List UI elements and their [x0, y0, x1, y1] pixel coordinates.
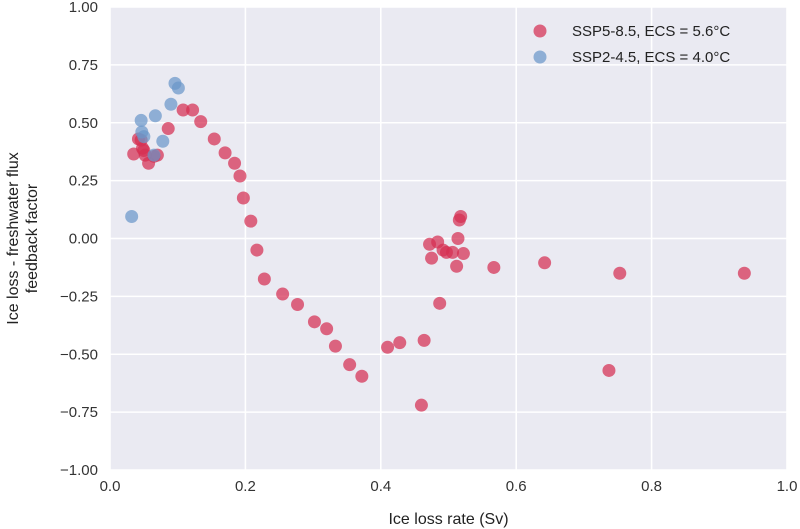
grid-lines: [109, 6, 788, 471]
data-point-series-1: [414, 398, 428, 412]
data-point-series-1: [451, 232, 465, 245]
y-axis-label: Ice loss - freshwater flux feedback facto…: [5, 152, 41, 325]
x-tick-label: 0.8: [641, 478, 662, 495]
x-tick-label: 1.0: [777, 478, 798, 495]
data-point-series-1: [257, 272, 271, 286]
data-point-series-1: [207, 132, 221, 146]
x-axis-label: Ice loss rate (Sv): [388, 511, 508, 528]
x-tick-label: 0.0: [100, 478, 121, 495]
data-point-series-1: [454, 210, 468, 224]
y-axis-ticks: −1.00 −0.75 −0.50 −0.25 0.00 0.25 0.50 0.75 1.00: [60, 0, 98, 479]
y-tick-label: 0.75: [69, 57, 98, 74]
data-point-series-1: [320, 322, 334, 336]
x-tick-label: 0.4: [370, 478, 391, 495]
data-point-series-1: [425, 251, 439, 265]
data-point-series-1: [244, 214, 258, 228]
data-point-series-1: [194, 115, 208, 129]
data-point-series-1: [250, 243, 264, 257]
data-points: [125, 76, 751, 412]
x-tick-label: 0.6: [506, 478, 527, 495]
data-point-series-1: [456, 247, 470, 261]
data-point-series-1: [228, 156, 242, 170]
legend: SSP5-8.5, ECS = 5.6°C SSP2-4.5, ECS = 4.0…: [533, 23, 730, 66]
data-point-series-2: [164, 97, 178, 111]
x-axis-ticks: 0.0 0.2 0.4 0.6 0.8 1.0: [100, 478, 798, 495]
data-point-series-2: [125, 210, 139, 224]
data-point-series-1: [161, 122, 175, 136]
x-tick-label: 0.2: [235, 478, 256, 495]
data-point-series-1: [381, 340, 395, 354]
data-point-series-1: [218, 146, 232, 160]
y-axis-label-line: feedback factor: [24, 183, 41, 293]
data-point-series-2: [147, 148, 161, 162]
data-point-series-1: [186, 103, 200, 117]
data-point-series-1: [538, 256, 552, 270]
legend-marker: [533, 50, 547, 64]
data-point-series-1: [291, 297, 305, 311]
data-point-series-1: [737, 266, 751, 280]
y-tick-label: −1.00: [60, 462, 98, 479]
data-point-series-1: [328, 339, 342, 353]
legend-label: SSP2-4.5, ECS = 4.0°C: [572, 49, 730, 66]
data-point-series-1: [602, 363, 616, 377]
data-point-series-1: [613, 266, 627, 280]
data-point-series-1: [355, 369, 369, 383]
data-point-series-1: [433, 296, 447, 310]
y-axis-label-line: Ice loss - freshwater flux: [5, 152, 22, 325]
data-point-series-2: [134, 113, 148, 127]
data-point-series-2: [148, 109, 162, 123]
y-tick-label: 0.50: [69, 115, 98, 132]
data-point-series-2: [171, 81, 185, 95]
y-tick-label: −0.25: [60, 288, 98, 305]
data-point-series-1: [233, 169, 247, 183]
data-point-series-1: [276, 287, 290, 301]
data-point-series-1: [487, 260, 501, 274]
data-point-series-2: [156, 134, 170, 148]
y-tick-label: −0.50: [60, 346, 98, 363]
data-point-series-1: [236, 191, 250, 205]
data-point-series-1: [307, 315, 321, 329]
legend-marker: [533, 24, 547, 38]
data-point-series-2: [137, 130, 151, 144]
data-point-series-1: [393, 336, 407, 350]
y-tick-label: −0.75: [60, 404, 98, 421]
data-point-series-1: [417, 333, 431, 347]
data-point-series-1: [343, 358, 357, 372]
y-tick-label: 0.25: [69, 173, 98, 190]
y-tick-label: 1.00: [69, 0, 98, 16]
data-point-series-1: [176, 103, 190, 117]
data-point-series-1: [450, 259, 464, 273]
y-tick-label: 0.00: [69, 231, 98, 248]
legend-label: SSP5-8.5, ECS = 5.6°C: [572, 23, 730, 40]
data-point-series-1: [446, 245, 460, 259]
